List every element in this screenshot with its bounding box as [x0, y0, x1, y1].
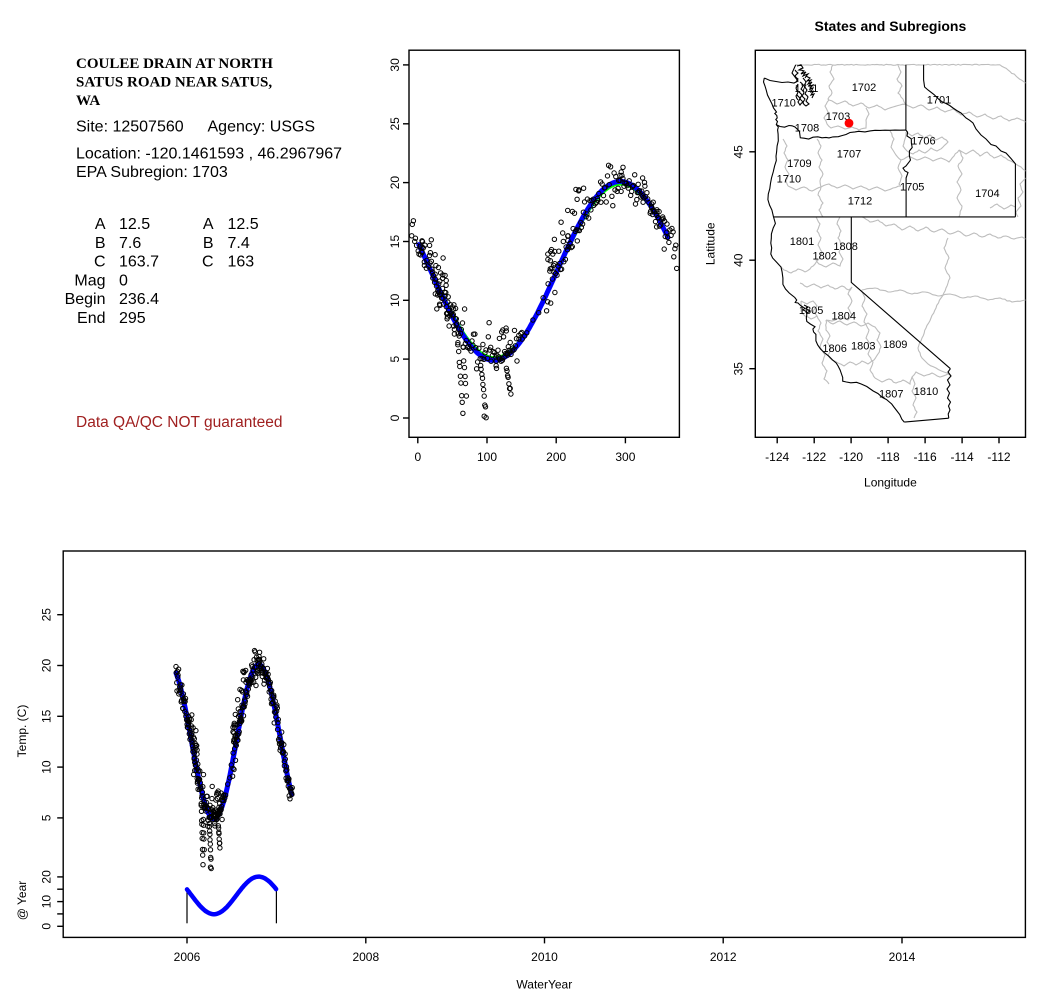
svg-text:EPA Subregion: 1703: EPA Subregion: 1703 — [76, 164, 228, 181]
svg-text:2014: 2014 — [889, 950, 916, 964]
svg-text:2006: 2006 — [174, 950, 201, 964]
svg-text:Begin: Begin — [65, 291, 106, 308]
svg-text:1807: 1807 — [879, 389, 903, 401]
svg-text:0: 0 — [119, 272, 128, 289]
svg-text:A: A — [95, 216, 106, 233]
svg-text:A: A — [203, 216, 214, 233]
svg-text:-114: -114 — [951, 450, 974, 464]
svg-text:1808: 1808 — [833, 241, 857, 253]
svg-text:Site: 12507560: Site: 12507560 — [76, 119, 184, 136]
svg-text:1707: 1707 — [837, 149, 861, 161]
svg-text:100: 100 — [477, 450, 497, 464]
svg-text:1802: 1802 — [812, 250, 836, 262]
svg-text:-116: -116 — [914, 450, 937, 464]
svg-text:1705: 1705 — [900, 181, 924, 193]
svg-text:12.5: 12.5 — [228, 216, 259, 233]
svg-text:30: 30 — [388, 58, 402, 72]
svg-text:1809: 1809 — [883, 339, 907, 351]
svg-text:B: B — [95, 235, 106, 252]
svg-text:1708: 1708 — [795, 123, 819, 135]
svg-text:40: 40 — [732, 253, 746, 267]
svg-text:0: 0 — [39, 923, 53, 930]
svg-text:SATUS ROAD NEAR SATUS,: SATUS ROAD NEAR SATUS, — [76, 75, 272, 91]
svg-text:236.4: 236.4 — [119, 291, 159, 308]
svg-text:Longitude: Longitude — [864, 476, 917, 490]
svg-text:1702: 1702 — [852, 82, 876, 94]
svg-text:25: 25 — [388, 117, 402, 131]
svg-text:10: 10 — [388, 293, 402, 307]
svg-text:1709: 1709 — [787, 158, 811, 170]
svg-text:15: 15 — [388, 235, 402, 249]
svg-text:Latitude: Latitude — [704, 222, 718, 265]
svg-text:@ Year: @ Year — [15, 881, 29, 921]
svg-text:2010: 2010 — [531, 950, 558, 964]
svg-text:25: 25 — [39, 608, 53, 622]
svg-text:1801: 1801 — [790, 236, 814, 248]
svg-text:WA: WA — [76, 93, 100, 109]
svg-text:1803: 1803 — [851, 340, 875, 352]
svg-text:Agency: USGS: Agency: USGS — [208, 119, 316, 136]
svg-text:20: 20 — [388, 176, 402, 190]
svg-text:1710: 1710 — [777, 173, 801, 185]
svg-text:1710: 1710 — [771, 98, 795, 110]
svg-text:C: C — [94, 254, 106, 271]
svg-text:Location: -120.1461593 , 46.29: Location: -120.1461593 , 46.2967967 — [76, 146, 342, 163]
svg-text:200: 200 — [546, 450, 566, 464]
svg-text:163.7: 163.7 — [119, 254, 159, 271]
svg-text:1712: 1712 — [848, 196, 872, 208]
svg-text:0: 0 — [388, 414, 402, 421]
svg-text:20: 20 — [39, 870, 53, 884]
svg-text:10: 10 — [39, 760, 53, 774]
svg-text:1804: 1804 — [832, 310, 856, 322]
svg-text:1703: 1703 — [826, 111, 850, 123]
svg-text:1810: 1810 — [914, 386, 938, 398]
svg-text:7.6: 7.6 — [119, 235, 141, 252]
svg-text:-124: -124 — [765, 450, 789, 464]
svg-text:-118: -118 — [877, 450, 900, 464]
svg-text:Data QA/QC NOT guaranteed: Data QA/QC NOT guaranteed — [76, 414, 282, 431]
svg-text:COULEE DRAIN AT NORTH: COULEE DRAIN AT NORTH — [76, 56, 273, 72]
svg-text:States and Subregions: States and Subregions — [815, 18, 967, 34]
svg-text:20: 20 — [39, 659, 53, 673]
svg-text:163: 163 — [228, 254, 255, 271]
svg-text:5: 5 — [388, 355, 402, 362]
svg-text:-122: -122 — [802, 450, 826, 464]
svg-text:2008: 2008 — [352, 950, 379, 964]
svg-text:-112: -112 — [987, 450, 1010, 464]
svg-text:WaterYear: WaterYear — [516, 977, 572, 991]
svg-text:2012: 2012 — [710, 950, 737, 964]
svg-text:Temp. (C): Temp. (C) — [15, 705, 29, 758]
svg-text:-120: -120 — [839, 450, 863, 464]
svg-text:1806: 1806 — [822, 343, 846, 355]
svg-text:1704: 1704 — [975, 188, 999, 200]
svg-text:5: 5 — [39, 814, 53, 821]
svg-text:45: 45 — [732, 145, 746, 159]
svg-text:B: B — [203, 235, 214, 252]
svg-text:295: 295 — [119, 310, 146, 327]
svg-text:10: 10 — [39, 895, 53, 909]
svg-text:C: C — [202, 254, 214, 271]
svg-text:15: 15 — [39, 709, 53, 723]
svg-text:35: 35 — [732, 362, 746, 376]
svg-text:300: 300 — [615, 450, 635, 464]
svg-text:1706: 1706 — [911, 136, 935, 148]
svg-text:7.4: 7.4 — [228, 235, 250, 252]
svg-text:Mag: Mag — [74, 272, 105, 289]
svg-text:12.5: 12.5 — [119, 216, 150, 233]
svg-text:0: 0 — [414, 450, 421, 464]
svg-text:End: End — [77, 310, 105, 327]
